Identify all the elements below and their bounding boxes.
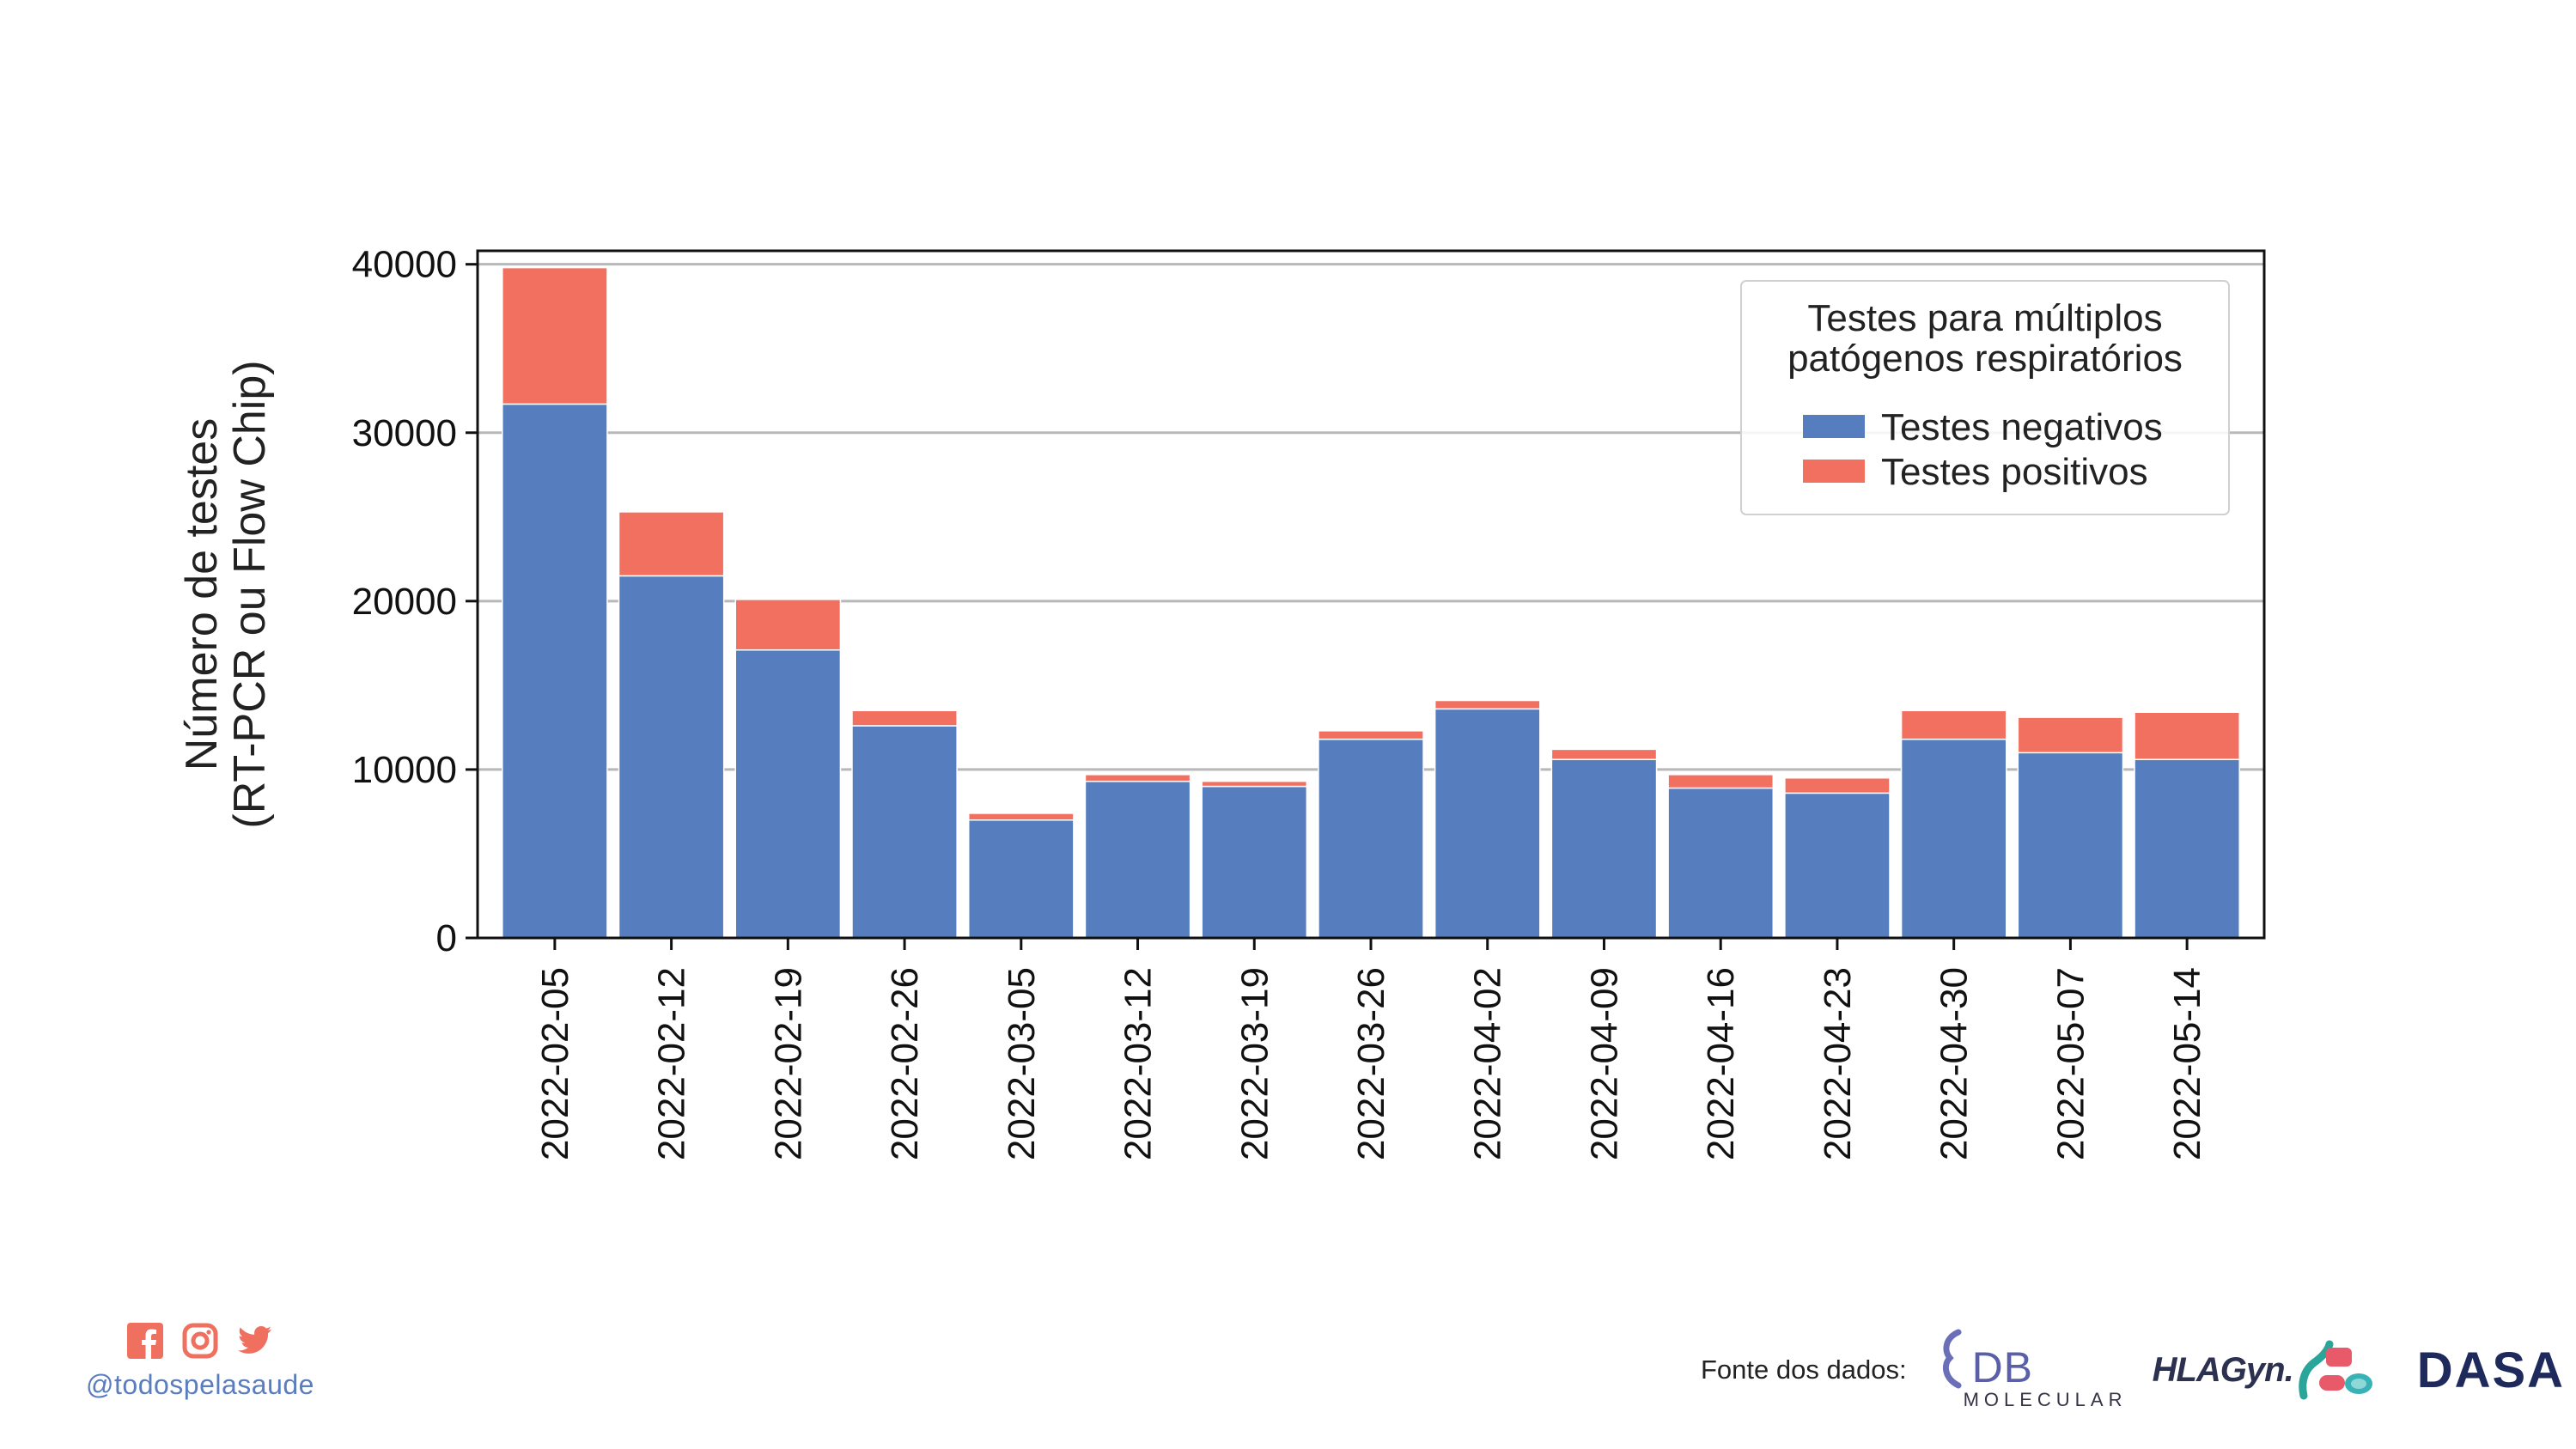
bar-positivos	[1084, 774, 1191, 782]
social-handle[interactable]: @todospelasaude	[86, 1369, 314, 1400]
x-tick-label: 2022-03-12	[1117, 967, 1160, 1160]
x-tick-label: 2022-03-19	[1233, 967, 1276, 1160]
social-footer: @todospelasaude	[76, 1323, 325, 1401]
bar-positivos	[1900, 709, 2007, 740]
bar-negativos	[1434, 708, 1541, 939]
dasa-logo: DASA	[2416, 1342, 2566, 1398]
y-axis-label: Número de testes (RT-PCR ou Flow Chip)	[177, 360, 275, 828]
bar-negativos	[1550, 758, 1658, 939]
hlagyn-logo-mark	[2299, 1340, 2372, 1400]
bar-negativos	[2134, 758, 2240, 939]
bar-negativos	[734, 648, 842, 939]
bar-positivos	[502, 266, 608, 405]
y-axis-label-line2: (RT-PCR ou Flow Chip)	[225, 360, 275, 828]
bar-positivos	[1201, 780, 1308, 788]
bar-positivos	[1667, 774, 1775, 789]
bar-positivos	[1550, 748, 1658, 760]
bar-negativos	[1784, 792, 1891, 939]
bar-positivos	[2017, 716, 2124, 754]
source-label: Fonte dos dados:	[1701, 1355, 1907, 1385]
y-tick-label: 40000	[352, 244, 457, 286]
bar-negativos	[502, 403, 608, 939]
bar-positivos	[1784, 776, 1891, 795]
bar-negativos	[618, 575, 725, 939]
bar-positivos	[1318, 730, 1424, 740]
legend-swatch-negativos	[1803, 415, 1865, 438]
y-axis-ticks: 0 10000 20000 30000 40000	[352, 244, 478, 959]
y-tick-label: 0	[436, 917, 457, 959]
instagram-icon[interactable]	[182, 1323, 218, 1359]
legend-label-positivos: Testes positivos	[1881, 451, 2148, 493]
hlagyn-logo: HLAGyn.	[2153, 1336, 2376, 1404]
x-tick-label: 2022-04-16	[1700, 967, 1742, 1160]
x-tick-label: 2022-02-19	[767, 967, 809, 1160]
y-axis-label-line1: Número de testes	[177, 418, 227, 770]
db-logo-text: DB	[1971, 1343, 2034, 1391]
twitter-icon[interactable]	[237, 1323, 273, 1359]
y-tick-label: 10000	[352, 749, 457, 791]
x-tick-label: 2022-02-05	[534, 967, 576, 1160]
x-tick-label: 2022-04-02	[1467, 967, 1509, 1160]
y-tick-label: 20000	[352, 581, 457, 623]
legend-swatch-positivos	[1803, 460, 1865, 483]
bar-positivos	[734, 599, 842, 651]
x-axis-ticks: 2022-02-05 2022-02-12 2022-02-19 2022-02-26…	[534, 938, 2208, 1160]
x-tick-label: 2022-03-05	[1001, 967, 1043, 1160]
bar-negativos	[967, 819, 1075, 939]
facebook-icon[interactable]	[127, 1323, 163, 1359]
x-tick-label: 2022-04-23	[1817, 967, 1859, 1160]
bar-negativos	[2017, 752, 2124, 939]
legend-label-negativos: Testes negativos	[1881, 406, 2163, 448]
bar-positivos	[851, 709, 958, 727]
data-source-footer: Fonte dos dados: DB MOLECULAR HLAGyn. DA…	[1701, 1318, 2565, 1422]
bar-negativos	[851, 725, 958, 939]
db-molecular-logo-mark	[1942, 1329, 1962, 1389]
bar-negativos	[1900, 738, 2007, 939]
legend-title-line2: patógenos respiratórios	[1787, 338, 2183, 380]
bars	[502, 266, 2240, 939]
bar-positivos	[1434, 699, 1541, 710]
x-tick-label: 2022-02-12	[651, 967, 693, 1160]
bar-negativos	[1318, 738, 1424, 939]
y-tick-label: 30000	[352, 412, 457, 454]
bar-negativos	[1084, 780, 1191, 939]
x-tick-label: 2022-04-09	[1583, 967, 1625, 1160]
bar-negativos	[1201, 785, 1308, 939]
db-molecular-logo: DB MOLECULAR	[1938, 1327, 2122, 1413]
x-tick-label: 2022-05-07	[2049, 967, 2092, 1160]
bar-negativos	[1667, 787, 1775, 939]
db-logo-subtext: MOLECULAR	[1963, 1389, 2128, 1410]
legend-title-line1: Testes para múltiplos	[1807, 297, 2162, 339]
legend: Testes para múltiplos patógenos respirat…	[1740, 280, 2230, 515]
x-tick-label: 2022-04-30	[1934, 967, 1976, 1160]
x-tick-label: 2022-03-26	[1350, 967, 1392, 1160]
bar-positivos	[967, 813, 1075, 821]
bar-positivos	[2134, 711, 2240, 760]
bar-positivos	[618, 511, 725, 577]
legend-box	[1740, 280, 2230, 515]
hlagyn-logo-text: HLAGyn.	[2152, 1350, 2294, 1389]
x-tick-label: 2022-05-14	[2166, 967, 2208, 1160]
x-tick-label: 2022-02-26	[884, 967, 926, 1160]
social-icons	[76, 1323, 325, 1359]
